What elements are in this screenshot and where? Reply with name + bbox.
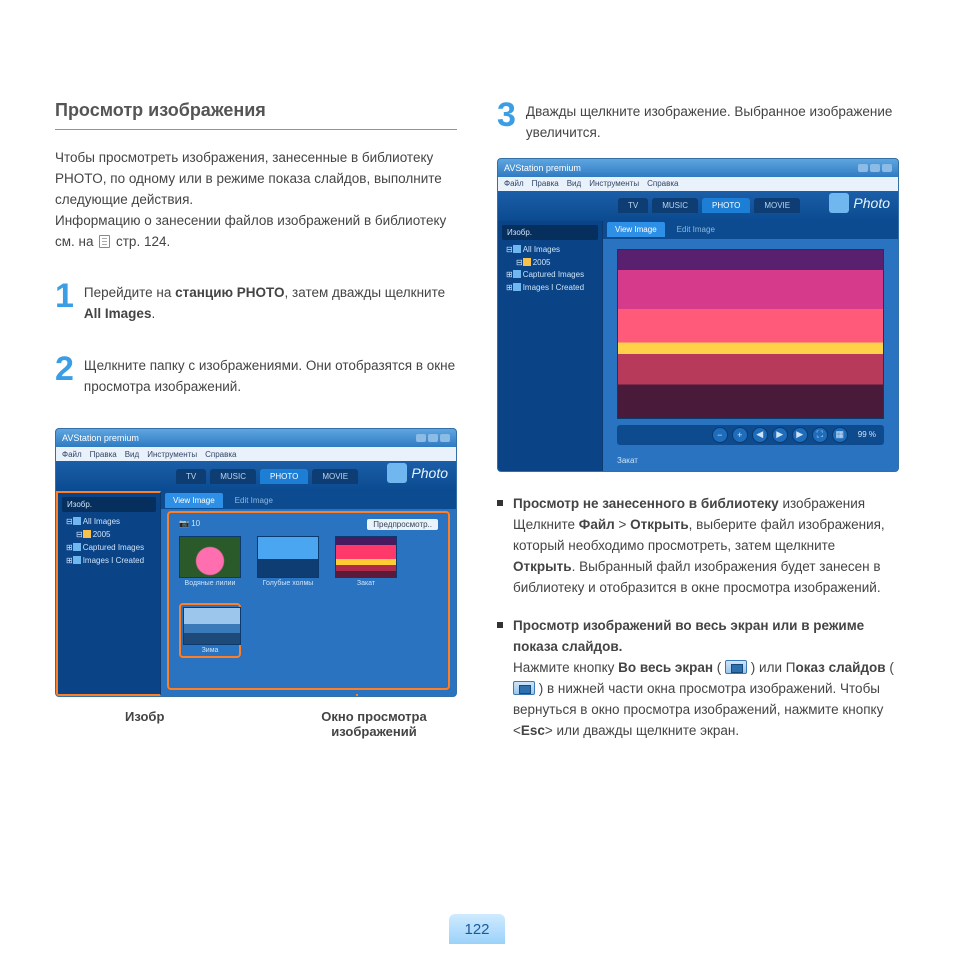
- tree-captured[interactable]: ⊞Captured Images: [66, 542, 156, 555]
- zoom-in-button[interactable]: +: [732, 427, 748, 443]
- step-3: 3 Дважды щелкните изображение. Выбранное…: [497, 100, 899, 144]
- section-tabs-2: TV MUSIC PHOTO MOVIE Photo: [498, 191, 898, 221]
- step-2: 2 Щелкните папку с изображениями. Они от…: [55, 354, 457, 398]
- bullet-1: Просмотр не занесенного в библиотеку изо…: [497, 494, 899, 599]
- bullet-marker: [497, 622, 503, 628]
- menu-file[interactable]: Файл: [62, 450, 82, 459]
- tree-2005[interactable]: ⊟2005: [66, 529, 156, 542]
- thumb-3[interactable]: Закат: [335, 536, 397, 587]
- slideshow-button[interactable]: ▦: [832, 427, 848, 443]
- screenshot-captions: Изобр Окно просмотра изображений: [55, 709, 457, 739]
- prev-button[interactable]: ◀: [752, 427, 768, 443]
- step-3-number: 3: [497, 100, 516, 144]
- main-panel: View Image Edit Image 📷 10 Предпросмотр.…: [161, 491, 456, 696]
- step-1-text: Перейдите на станцию PHOTO, затем дважды…: [84, 281, 457, 325]
- step-3-text: Дважды щелкните изображение. Выбранное и…: [526, 100, 899, 144]
- menu-tools[interactable]: Инструменты: [147, 450, 197, 459]
- folder-tree: ⊟All Images ⊟2005 ⊞Captured Images ⊞Imag…: [62, 516, 156, 567]
- brand-text: Photo: [411, 465, 448, 481]
- step-1-number: 1: [55, 281, 74, 325]
- image-filename: Закат: [617, 456, 638, 465]
- thumb-count: 10: [191, 519, 200, 528]
- window-titlebar: AVStation premium: [56, 429, 456, 447]
- tree-created[interactable]: ⊞Images I Created: [66, 555, 156, 568]
- bullet-marker: [497, 500, 503, 506]
- caption-left: Изобр: [55, 709, 291, 739]
- large-image[interactable]: [617, 249, 884, 419]
- menu-edit[interactable]: Правка: [90, 450, 117, 459]
- tab-music[interactable]: MUSIC: [210, 469, 256, 484]
- zoom-out-button[interactable]: −: [712, 427, 728, 443]
- intro-line2b: стр. 124.: [112, 234, 170, 249]
- tab-photo[interactable]: PHOTO: [260, 469, 308, 484]
- zoom-label: 99 %: [858, 430, 876, 439]
- window-title-2: AVStation premium: [504, 163, 581, 173]
- callout-line-right: [356, 694, 358, 697]
- menu-view[interactable]: Вид: [125, 450, 139, 459]
- intro-line1: Чтобы просмотреть изображения, занесенны…: [55, 150, 442, 207]
- page-icon: [99, 235, 110, 248]
- step-1: 1 Перейдите на станцию PHOTO, затем дваж…: [55, 281, 457, 325]
- main-tab-view[interactable]: View Image: [165, 493, 223, 508]
- brand-icon: [387, 463, 407, 483]
- fullscreen-button[interactable]: ⛶: [812, 427, 828, 443]
- play-button[interactable]: ▶: [772, 427, 788, 443]
- thumbnail-area: 📷 10 Предпросмотр.. Водяные лилии Голубы…: [167, 511, 450, 690]
- callout-line-left: [111, 694, 113, 697]
- sidebar-header: Изобр.: [62, 497, 156, 512]
- main-tab-edit[interactable]: Edit Image: [227, 493, 281, 508]
- caption-right: Окно просмотра изображений: [291, 709, 457, 739]
- step-2-text: Щелкните папку с изображениями. Они отоб…: [84, 354, 457, 398]
- intro-text: Чтобы просмотреть изображения, занесенны…: [55, 148, 457, 253]
- thumb-options[interactable]: Предпросмотр..: [367, 519, 438, 530]
- slideshow-icon: [513, 681, 535, 695]
- viewer-controls: − + ◀ ▶ ▶ ⛶ ▦ 99 %: [617, 425, 884, 445]
- section-tabs: TV MUSIC PHOTO MOVIE Photo: [56, 461, 456, 491]
- screenshot-thumbnails: AVStation premium Файл Правка Вид Инстру…: [55, 428, 457, 697]
- menu-bar-2: Файл Правка Вид Инструменты Справка: [498, 177, 898, 191]
- brand: Photo: [387, 463, 448, 483]
- sidebar-2: Изобр. ⊟All Images ⊟2005 ⊞Captured Image…: [498, 221, 603, 471]
- tab-movie[interactable]: MOVIE: [312, 469, 358, 484]
- heading-rule: [55, 129, 457, 130]
- tree-all-images[interactable]: ⊟All Images: [66, 516, 156, 529]
- window-titlebar-2: AVStation premium: [498, 159, 898, 177]
- main-panel-2: View Image Edit Image − + ◀ ▶ ▶ ⛶: [603, 221, 898, 471]
- menu-help[interactable]: Справка: [205, 450, 236, 459]
- sidebar: Изобр. ⊟All Images ⊟2005 ⊞Captured Image…: [56, 491, 161, 696]
- window-buttons-2: [858, 164, 892, 172]
- bullet-2: Просмотр изображений во весь экран или в…: [497, 616, 899, 742]
- thumb-4-selected[interactable]: Зима: [179, 603, 241, 658]
- step-2-number: 2: [55, 354, 74, 398]
- next-button[interactable]: ▶: [792, 427, 808, 443]
- window-title: AVStation premium: [62, 433, 139, 443]
- fullscreen-icon: [725, 660, 747, 674]
- window-buttons: [416, 434, 450, 442]
- screenshot-viewer: AVStation premium Файл Правка Вид Инстру…: [497, 158, 899, 472]
- thumb-1[interactable]: Водяные лилии: [179, 536, 241, 587]
- menu-bar: Файл Правка Вид Инструменты Справка: [56, 447, 456, 461]
- thumb-2[interactable]: Голубые холмы: [257, 536, 319, 587]
- tab-tv[interactable]: TV: [176, 469, 206, 484]
- page-number: 122: [449, 914, 505, 944]
- page-heading: Просмотр изображения: [55, 100, 457, 121]
